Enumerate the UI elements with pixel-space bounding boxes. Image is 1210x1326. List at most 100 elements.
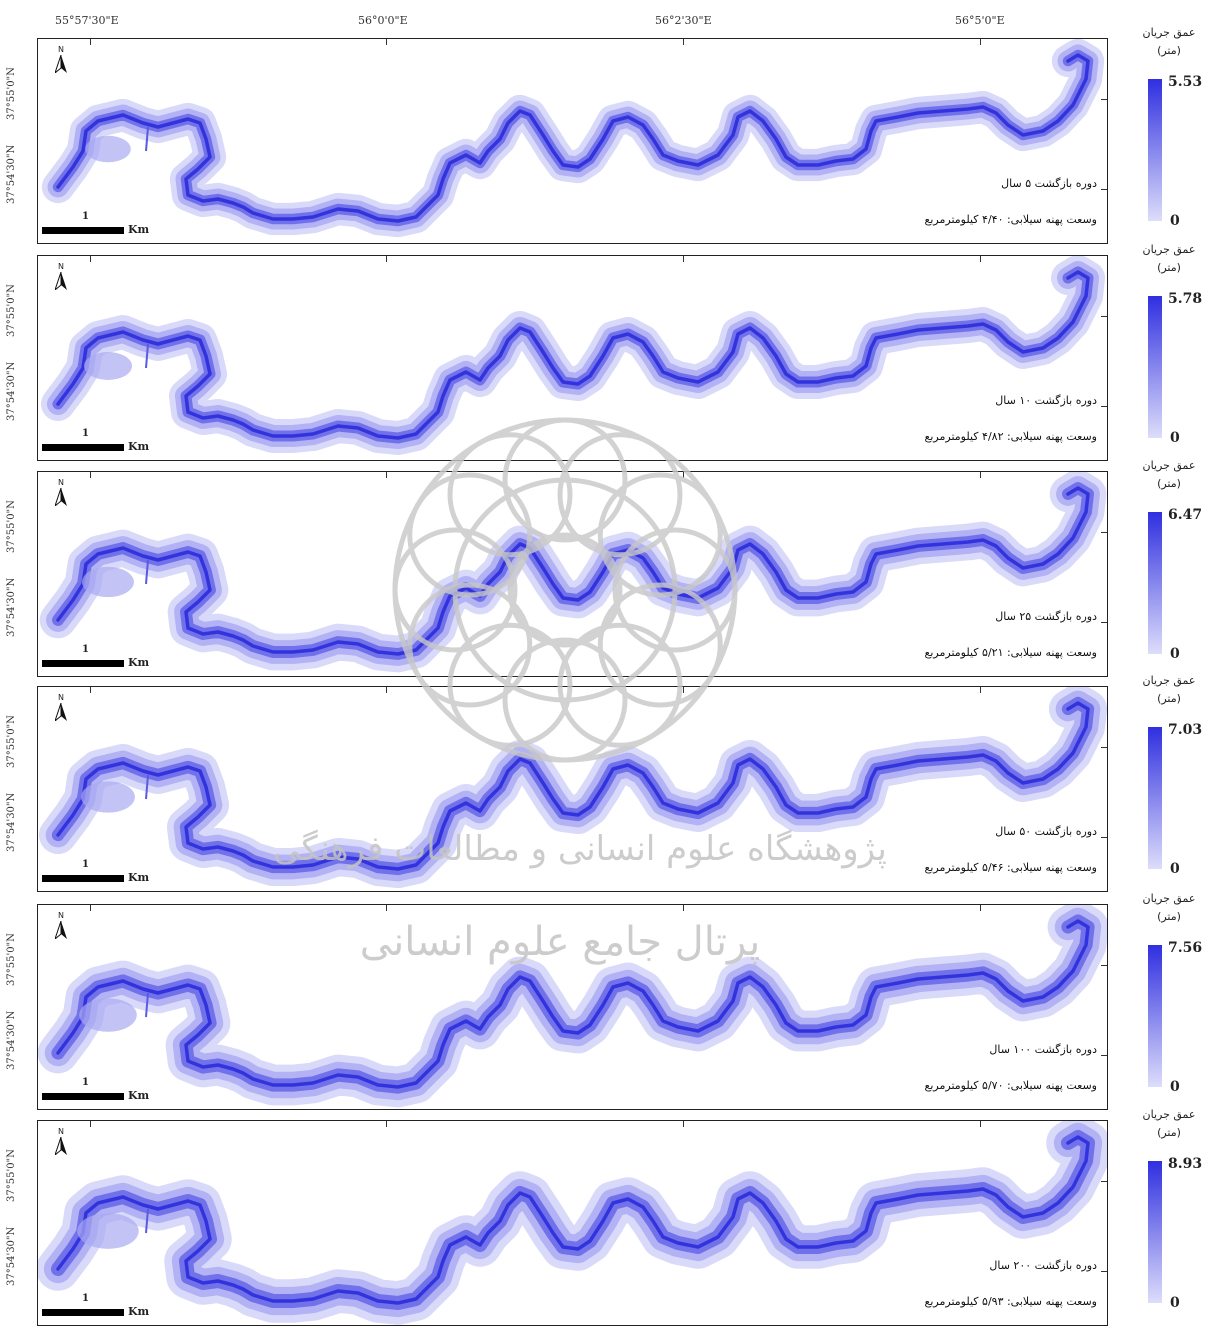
scale-bar-line bbox=[42, 1093, 124, 1100]
scale-bar-line bbox=[42, 1309, 124, 1316]
scale-value: 1 bbox=[82, 644, 89, 655]
map-panel: N 1 Km دوره بازگشت ۱۰ سال وسعت پهنه سیلا… bbox=[37, 255, 1108, 461]
return-period-label: دوره بازگشت ۲۵ سال bbox=[995, 610, 1097, 623]
scale-bar: 1 Km bbox=[42, 428, 162, 454]
scale-unit: Km bbox=[128, 871, 150, 884]
flood-extent bbox=[41, 39, 1105, 238]
north-label: N bbox=[58, 262, 64, 271]
legend-max-value: 7.56 bbox=[1168, 940, 1203, 956]
legend-color-ramp bbox=[1148, 296, 1162, 438]
flood-area-label: وسعت پهنه سیلابی: ۵/۴۶ کیلومترمربع bbox=[924, 861, 1098, 874]
north-arrow-icon bbox=[55, 703, 67, 721]
legend-title: عمق جریان (متر) bbox=[1142, 243, 1196, 274]
legend-title: عمق جریان (متر) bbox=[1142, 459, 1196, 490]
latitude-label: 37°55'0"N bbox=[6, 67, 17, 120]
north-arrow: N bbox=[54, 693, 68, 721]
map-panel: N 1 Km دوره بازگشت ۱۰۰ سال وسعت پهنه سیل… bbox=[37, 904, 1108, 1110]
scale-bar-line bbox=[42, 660, 124, 667]
latitude-label: 37°54'30"N bbox=[6, 144, 17, 204]
return-period-label: دوره بازگشت ۵۰ سال bbox=[995, 825, 1097, 838]
north-label: N bbox=[58, 45, 64, 54]
scale-bar: 1 Km bbox=[42, 644, 162, 670]
scale-bar: 1 Km bbox=[42, 1077, 162, 1103]
scale-bar-line bbox=[42, 444, 124, 451]
latitude-label: 37°55'0"N bbox=[6, 284, 17, 337]
north-arrow-icon bbox=[55, 1137, 67, 1155]
scale-unit: Km bbox=[128, 223, 150, 236]
scale-value: 1 bbox=[82, 428, 89, 439]
scale-unit: Km bbox=[128, 656, 150, 669]
flood-extent bbox=[38, 687, 1107, 889]
flood-area-label: وسعت پهنه سیلابی: ۵/۹۳ کیلومترمربع bbox=[924, 1295, 1098, 1308]
return-period-label: دوره بازگشت ۵ سال bbox=[1001, 177, 1097, 190]
flood-extent bbox=[38, 1121, 1107, 1325]
longitude-label: 56°0'0"E bbox=[358, 14, 408, 27]
latitude-label: 37°55'0"N bbox=[6, 933, 17, 986]
flood-extent bbox=[38, 905, 1107, 1108]
legend-color-ramp bbox=[1148, 1161, 1162, 1303]
legend-max-value: 5.78 bbox=[1168, 291, 1203, 307]
legend-color-ramp bbox=[1148, 945, 1162, 1087]
flood-area-label: وسعت پهنه سیلابی: ۴/۸۲ کیلومترمربع bbox=[924, 430, 1098, 443]
scale-value: 1 bbox=[82, 211, 89, 222]
depth-legend: عمق جریان (متر) 7.03 0 bbox=[1118, 672, 1210, 878]
return-period-label: دوره بازگشت ۲۰۰ سال bbox=[989, 1259, 1097, 1272]
latitude-label: 37°54'30"N bbox=[6, 792, 17, 852]
scale-unit: Km bbox=[128, 1089, 150, 1102]
return-period-label: دوره بازگشت ۱۰ سال bbox=[995, 394, 1097, 407]
north-label: N bbox=[58, 478, 64, 487]
scale-bar-line bbox=[42, 227, 124, 234]
scale-value: 1 bbox=[82, 1293, 89, 1304]
map-panel: N 1 Km دوره بازگشت ۵۰ سال وسعت پهنه سیلا… bbox=[37, 686, 1108, 892]
legend-min-value: 0 bbox=[1170, 213, 1180, 229]
north-arrow-icon bbox=[55, 921, 67, 939]
north-arrow: N bbox=[54, 45, 68, 73]
legend-title: عمق جریان (متر) bbox=[1142, 1108, 1196, 1139]
legend-color-ramp bbox=[1148, 727, 1162, 869]
legend-title: عمق جریان (متر) bbox=[1142, 26, 1196, 57]
longitude-label: 55°57'30"E bbox=[55, 14, 119, 27]
north-label: N bbox=[58, 1127, 64, 1136]
map-panel: N 1 Km دوره بازگشت ۲۰۰ سال وسعت پهنه سیل… bbox=[37, 1120, 1108, 1326]
depth-legend: عمق جریان (متر) 7.56 0 bbox=[1118, 890, 1210, 1096]
north-arrow-icon bbox=[55, 272, 67, 290]
north-label: N bbox=[58, 693, 64, 702]
legend-min-value: 0 bbox=[1170, 1079, 1180, 1095]
scale-unit: Km bbox=[128, 1305, 150, 1318]
north-arrow: N bbox=[54, 1127, 68, 1155]
legend-max-value: 7.03 bbox=[1168, 722, 1203, 738]
latitude-label: 37°55'0"N bbox=[6, 500, 17, 553]
legend-min-value: 0 bbox=[1170, 646, 1180, 662]
legend-max-value: 5.53 bbox=[1168, 74, 1203, 90]
north-arrow-icon bbox=[55, 55, 67, 73]
scale-unit: Km bbox=[128, 440, 150, 453]
scale-bar: 1 Km bbox=[42, 211, 162, 237]
north-arrow: N bbox=[54, 478, 68, 506]
latitude-label: 37°54'30"N bbox=[6, 1010, 17, 1070]
legend-max-value: 6.47 bbox=[1168, 507, 1203, 523]
latitude-label: 37°54'30"N bbox=[6, 577, 17, 637]
depth-legend: عمق جریان (متر) 5.78 0 bbox=[1118, 241, 1210, 447]
flood-extent bbox=[41, 256, 1105, 455]
latitude-label: 37°54'30"N bbox=[6, 1226, 17, 1286]
legend-min-value: 0 bbox=[1170, 1295, 1180, 1311]
legend-title: عمق جریان (متر) bbox=[1142, 674, 1196, 705]
map-panel: N 1 Km دوره بازگشت ۵ سال وسعت پهنه سیلاب… bbox=[37, 38, 1108, 244]
legend-min-value: 0 bbox=[1170, 861, 1180, 877]
depth-legend: عمق جریان (متر) 5.53 0 bbox=[1118, 24, 1210, 230]
scale-value: 1 bbox=[82, 859, 89, 870]
map-panel: N 1 Km دوره بازگشت ۲۵ سال وسعت پهنه سیلا… bbox=[37, 471, 1108, 677]
legend-max-value: 8.93 bbox=[1168, 1156, 1203, 1172]
scale-bar-line bbox=[42, 875, 124, 882]
longitude-label: 56°5'0"E bbox=[955, 14, 1005, 27]
longitude-label: 56°2'30"E bbox=[655, 14, 712, 27]
north-arrow: N bbox=[54, 911, 68, 939]
scale-bar: 1 Km bbox=[42, 1293, 162, 1319]
scale-value: 1 bbox=[82, 1077, 89, 1088]
return-period-label: دوره بازگشت ۱۰۰ سال bbox=[989, 1043, 1097, 1056]
north-arrow: N bbox=[54, 262, 68, 290]
scale-bar: 1 Km bbox=[42, 859, 162, 885]
north-arrow-icon bbox=[55, 488, 67, 506]
flood-area-label: وسعت پهنه سیلابی: ۴/۴۰ کیلومترمربع bbox=[924, 213, 1098, 226]
north-label: N bbox=[58, 911, 64, 920]
